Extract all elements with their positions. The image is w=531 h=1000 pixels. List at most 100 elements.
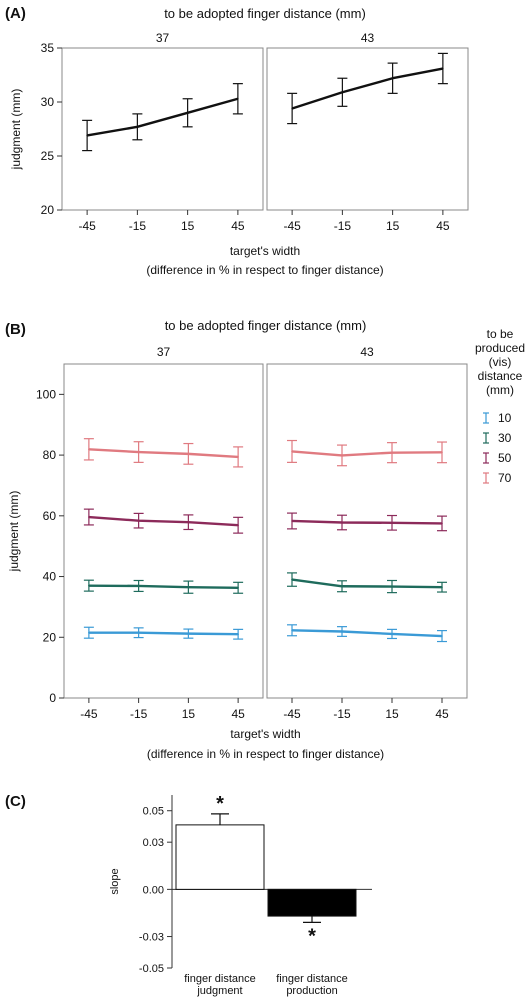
x-tick-label: 15 (386, 219, 400, 233)
data-point (391, 451, 393, 454)
x-tick-label: -15 (130, 707, 148, 721)
x-axis-sublabel: (difference in % in respect to finger di… (146, 263, 383, 277)
series-line (88, 448, 239, 459)
y-tick-label: -0.03 (139, 932, 164, 944)
facet-label: 43 (360, 345, 374, 359)
x-tick-label: -15 (129, 219, 147, 233)
data-point (291, 450, 293, 453)
facet-label: 43 (361, 31, 375, 45)
x-category-label: production (286, 985, 337, 997)
data-point (341, 521, 343, 524)
facet-frame (63, 363, 264, 699)
data-point (137, 519, 140, 522)
series-line (291, 629, 443, 638)
panel-label: (B) (5, 321, 26, 338)
y-tick-label: 80 (43, 448, 57, 462)
y-tick-label: 0 (49, 691, 56, 705)
legend-title-line: (mm) (486, 383, 514, 397)
legend-title-line: to be (487, 327, 514, 341)
y-tick-label: 60 (43, 509, 57, 523)
data-point (441, 635, 443, 637)
x-tick-label: 45 (231, 219, 245, 233)
legend-entry: 50 (498, 451, 512, 465)
data-point (237, 586, 239, 589)
chart-title: to be adopted finger distance (mm) (164, 6, 366, 21)
x-tick-label: 15 (385, 707, 399, 721)
y-tick-label: 20 (41, 203, 55, 217)
legend-title-line: distance (478, 369, 523, 383)
data-point (187, 586, 190, 588)
facet-frame (266, 363, 468, 699)
significance-marker: * (216, 793, 224, 815)
x-tick-label: 45 (436, 219, 450, 233)
x-axis-label: target's width (230, 244, 300, 258)
legend-entry: 70 (498, 471, 512, 485)
y-axis-label: judgment (mm) (7, 491, 21, 573)
data-point (88, 516, 90, 518)
facet-label: 37 (156, 31, 170, 45)
x-tick-label: 45 (231, 707, 245, 721)
data-point (291, 107, 293, 110)
y-tick-label: 25 (41, 149, 55, 163)
data-point (88, 584, 90, 587)
data-point (237, 456, 239, 458)
bar (267, 888, 357, 917)
x-axis-label: target's width (230, 727, 300, 741)
y-tick-label: 35 (41, 41, 55, 55)
data-point (137, 631, 140, 634)
series-line (291, 450, 443, 457)
x-tick-label: -15 (333, 707, 351, 721)
data-point (442, 67, 444, 70)
data-point (88, 631, 90, 634)
panel-label: (A) (5, 5, 26, 22)
y-tick-label: 20 (43, 630, 57, 644)
y-tick-label: 0.05 (143, 806, 164, 818)
significance-marker: * (308, 925, 316, 947)
data-point (187, 632, 190, 635)
x-tick-label: -15 (334, 219, 352, 233)
series-line (291, 67, 444, 110)
y-tick-label: -0.05 (139, 963, 164, 975)
legend-title-line: (vis) (489, 355, 512, 369)
x-tick-label: -45 (80, 707, 98, 721)
panel-label: (C) (5, 793, 26, 810)
facet-frame (266, 47, 469, 211)
data-point (341, 91, 344, 94)
data-point (341, 454, 343, 457)
series-line (291, 578, 443, 589)
series-line (291, 519, 443, 525)
data-point (187, 521, 190, 523)
x-tick-label: -45 (283, 707, 301, 721)
legend-entry: 10 (498, 411, 512, 425)
y-tick-label: 0.00 (143, 884, 164, 896)
data-point (291, 578, 293, 581)
series-line (88, 515, 239, 527)
y-tick-label: 40 (43, 570, 57, 584)
data-point (187, 453, 190, 455)
data-point (86, 134, 88, 137)
data-point (186, 112, 189, 114)
x-tick-label: -45 (283, 219, 301, 233)
data-point (291, 520, 293, 522)
data-point (137, 451, 140, 453)
data-point (391, 522, 393, 524)
data-point (441, 586, 443, 588)
data-point (391, 585, 393, 588)
legend-title-line: produced (475, 341, 525, 355)
y-axis-label: slope (109, 868, 121, 894)
data-point (341, 630, 343, 633)
data-point (237, 97, 239, 100)
panel-b: (B) to be adopted finger distance (mm) 37 -… (5, 318, 525, 761)
chart-title: to be adopted finger distance (mm) (165, 318, 367, 333)
y-tick-label: 100 (36, 387, 56, 401)
legend-entry: 30 (498, 431, 512, 445)
x-tick-label: -45 (78, 219, 96, 233)
x-axis-sublabel: (difference in % in respect to finger di… (147, 747, 384, 761)
data-point (137, 585, 140, 587)
panel-c: (C) -0.05 -0.03 0.00 0.03 0.05 slope * finger di… (5, 793, 372, 997)
data-point (136, 126, 139, 128)
y-tick-label: 0.03 (143, 837, 164, 849)
data-point (237, 524, 239, 527)
y-tick-label: 30 (41, 95, 55, 109)
